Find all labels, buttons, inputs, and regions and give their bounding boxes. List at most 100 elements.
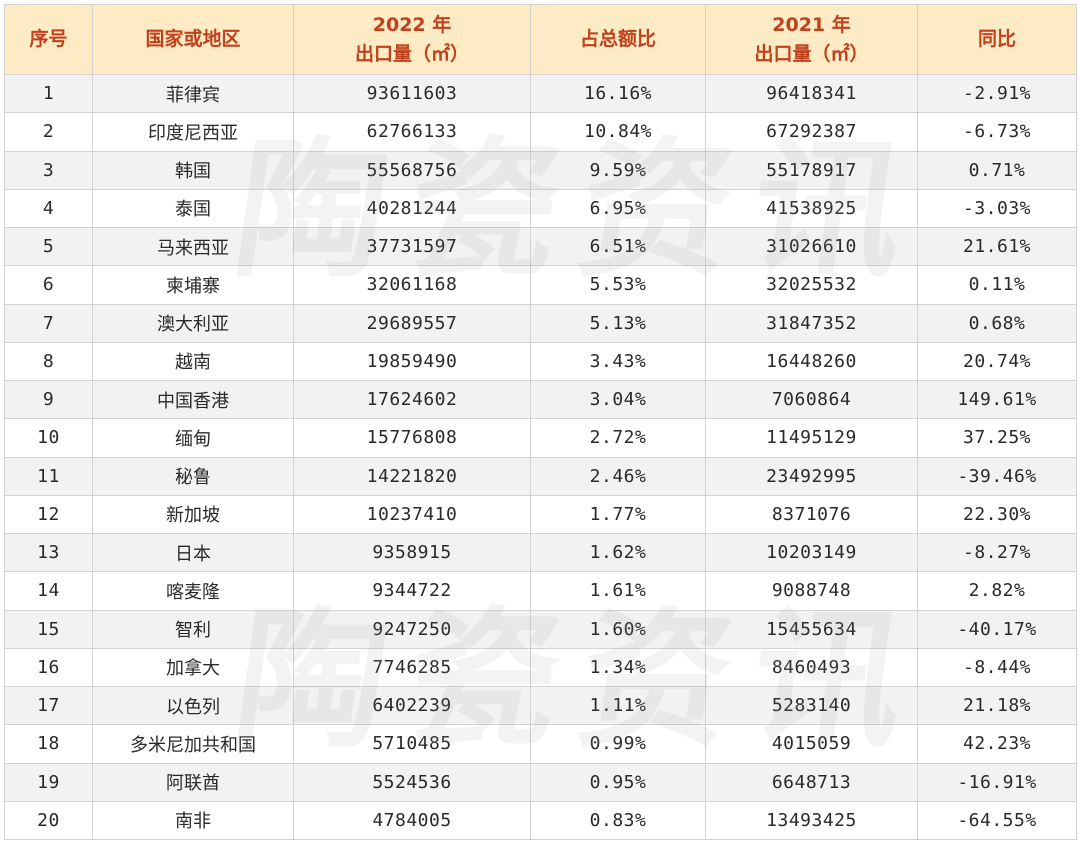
cell-exports-2022: 93611603 <box>293 73 531 114</box>
table-row: 2 印度尼西亚 62766133 10.84% 67292387 -6.73% <box>4 112 1077 152</box>
cell-yoy: -2.91% <box>917 73 1077 114</box>
cell-exports-2021: 15455634 <box>705 609 918 649</box>
export-table: 序号 国家或地区 2022 年 出口量（㎡） 占总额比 2021 年 出口量（㎡… <box>4 4 1077 841</box>
cell-country: 缅甸 <box>92 418 294 458</box>
cell-yoy: -40.17% <box>917 609 1077 649</box>
table-row: 12 新加坡 10237410 1.77% 8371076 22.30% <box>4 494 1077 535</box>
cell-yoy: 42.23% <box>917 724 1077 764</box>
header-share-label: 占总额比 <box>579 28 656 50</box>
cell-exports-2022: 10237410 <box>293 494 531 535</box>
cell-index: 9 <box>4 379 93 420</box>
cell-exports-2021: 55178917 <box>705 150 918 190</box>
cell-index: 10 <box>4 418 93 458</box>
table-row: 3 韩国 55568756 9.59% 55178917 0.71% <box>4 150 1077 190</box>
cell-exports-2021: 5283140 <box>705 685 918 726</box>
cell-share: 1.34% <box>530 647 706 688</box>
cell-share: 2.46% <box>530 456 706 496</box>
cell-index: 7 <box>4 303 93 343</box>
header-index-label: 序号 <box>29 28 68 50</box>
cell-country: 加拿大 <box>92 647 294 688</box>
table-row: 8 越南 19859490 3.43% 16448260 20.74% <box>4 341 1077 382</box>
cell-yoy: -8.27% <box>917 532 1077 573</box>
cell-exports-2022: 62766133 <box>293 112 531 152</box>
cell-share: 0.95% <box>530 762 706 802</box>
cell-exports-2021: 8460493 <box>705 647 918 688</box>
cell-share: 0.83% <box>530 800 706 841</box>
cell-country: 阿联酋 <box>92 762 294 802</box>
header-index: 序号 <box>4 4 93 75</box>
cell-country: 喀麦隆 <box>92 571 294 611</box>
cell-index: 3 <box>4 150 93 190</box>
cell-exports-2022: 29689557 <box>293 303 531 343</box>
cell-share: 3.43% <box>530 341 706 382</box>
header-yoy: 同比 <box>917 4 1077 75</box>
cell-index: 15 <box>4 609 93 649</box>
cell-yoy: 0.71% <box>917 150 1077 190</box>
cell-share: 5.13% <box>530 303 706 343</box>
cell-share: 1.11% <box>530 685 706 726</box>
cell-exports-2021: 32025532 <box>705 265 918 305</box>
cell-yoy: 0.11% <box>917 265 1077 305</box>
cell-yoy: 21.18% <box>917 685 1077 726</box>
cell-index: 1 <box>4 73 93 114</box>
cell-country: 泰国 <box>92 188 294 229</box>
header-exports-2022: 2022 年 出口量（㎡） <box>293 4 531 75</box>
cell-exports-2021: 67292387 <box>705 112 918 152</box>
cell-exports-2022: 9358915 <box>293 532 531 573</box>
cell-exports-2022: 9344722 <box>293 571 531 611</box>
table-row: 20 南非 4784005 0.83% 13493425 -64.55% <box>4 800 1077 841</box>
cell-share: 1.60% <box>530 609 706 649</box>
table-row: 10 缅甸 15776808 2.72% 11495129 37.25% <box>4 418 1077 458</box>
cell-yoy: 21.61% <box>917 226 1077 267</box>
cell-index: 2 <box>4 112 93 152</box>
cell-exports-2021: 31026610 <box>705 226 918 267</box>
header-country-label: 国家或地区 <box>145 28 241 50</box>
cell-exports-2021: 11495129 <box>705 418 918 458</box>
cell-country: 秘鲁 <box>92 456 294 496</box>
cell-exports-2022: 15776808 <box>293 418 531 458</box>
cell-share: 2.72% <box>530 418 706 458</box>
cell-country: 新加坡 <box>92 494 294 535</box>
cell-index: 8 <box>4 341 93 382</box>
cell-exports-2021: 9088748 <box>705 571 918 611</box>
cell-share: 9.59% <box>530 150 706 190</box>
cell-index: 5 <box>4 226 93 267</box>
cell-yoy: 22.30% <box>917 494 1077 535</box>
cell-index: 16 <box>4 647 93 688</box>
cell-exports-2021: 10203149 <box>705 532 918 573</box>
cell-share: 16.16% <box>530 73 706 114</box>
cell-country: 以色列 <box>92 685 294 726</box>
table-row: 9 中国香港 17624602 3.04% 7060864 149.61% <box>4 379 1077 420</box>
cell-index: 18 <box>4 724 93 764</box>
cell-yoy: -3.03% <box>917 188 1077 229</box>
cell-index: 17 <box>4 685 93 726</box>
cell-country: 澳大利亚 <box>92 303 294 343</box>
cell-exports-2022: 5524536 <box>293 762 531 802</box>
header-exports-2022-unit: 出口量（㎡） <box>354 42 469 65</box>
table-row: 4 泰国 40281244 6.95% 41538925 -3.03% <box>4 188 1077 229</box>
cell-share: 1.62% <box>530 532 706 573</box>
cell-exports-2021: 7060864 <box>705 379 918 420</box>
cell-yoy: -8.44% <box>917 647 1077 688</box>
cell-exports-2022: 6402239 <box>293 685 531 726</box>
cell-yoy: 20.74% <box>917 341 1077 382</box>
table-row: 11 秘鲁 14221820 2.46% 23492995 -39.46% <box>4 456 1077 496</box>
cell-share: 6.51% <box>530 226 706 267</box>
table-header-row: 序号 国家或地区 2022 年 出口量（㎡） 占总额比 2021 年 出口量（㎡… <box>4 4 1077 75</box>
cell-exports-2021: 8371076 <box>705 494 918 535</box>
cell-country: 柬埔寨 <box>92 265 294 305</box>
cell-exports-2021: 4015059 <box>705 724 918 764</box>
cell-country: 马来西亚 <box>92 226 294 267</box>
cell-share: 3.04% <box>530 379 706 420</box>
cell-index: 13 <box>4 532 93 573</box>
cell-index: 11 <box>4 456 93 496</box>
header-share: 占总额比 <box>530 4 706 75</box>
cell-share: 1.77% <box>530 494 706 535</box>
cell-exports-2022: 55568756 <box>293 150 531 190</box>
cell-country: 印度尼西亚 <box>92 112 294 152</box>
header-country: 国家或地区 <box>92 4 294 75</box>
cell-country: 南非 <box>92 800 294 841</box>
cell-yoy: -16.91% <box>917 762 1077 802</box>
cell-country: 菲律宾 <box>92 73 294 114</box>
cell-yoy: 37.25% <box>917 418 1077 458</box>
